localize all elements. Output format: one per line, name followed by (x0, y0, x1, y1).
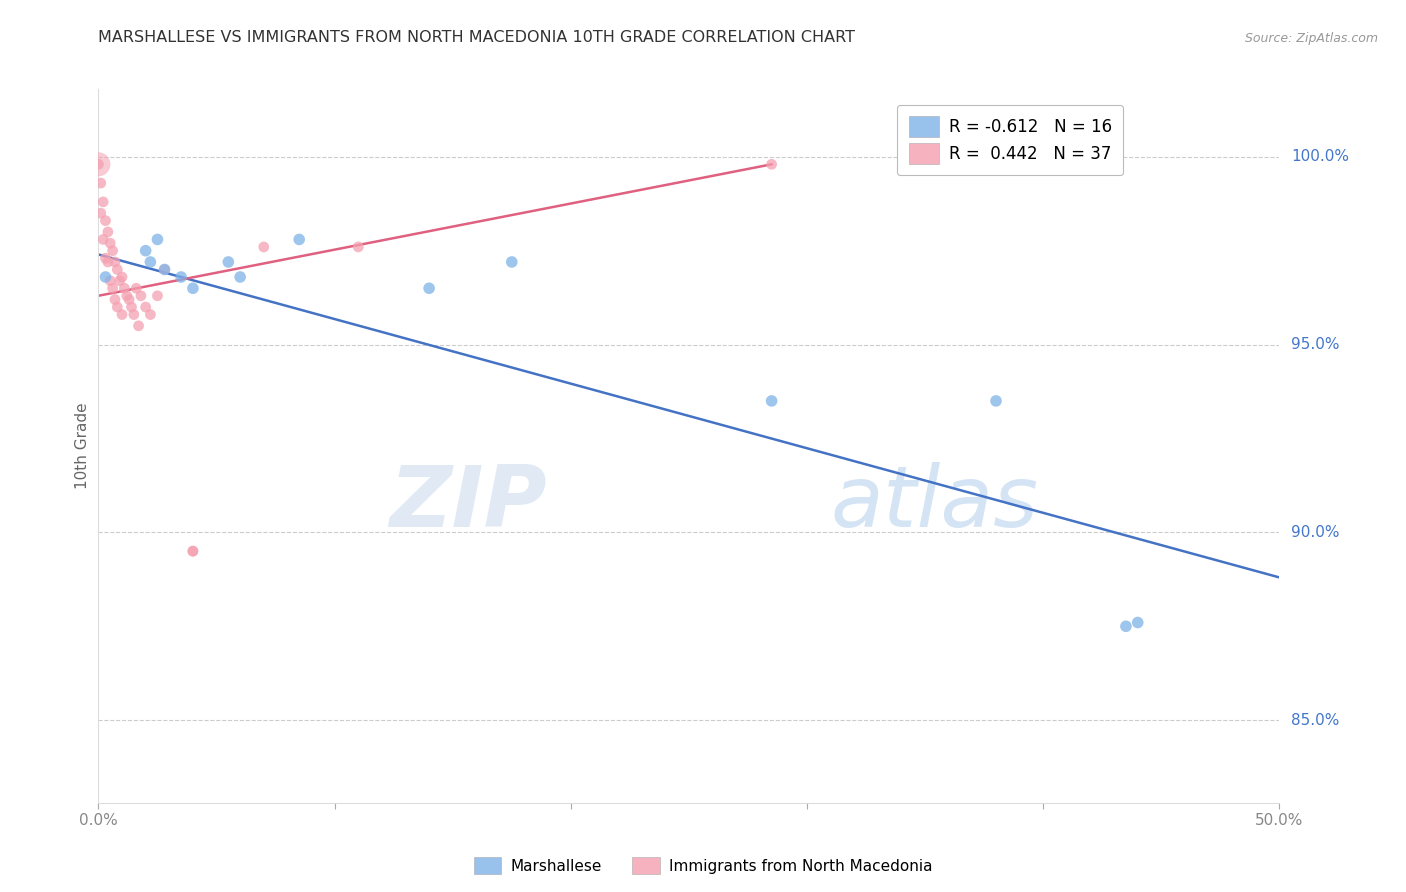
Point (761, 393, 783, 408)
Point (87, 157, 110, 171)
Point (94, 213, 117, 227)
Point (128, 318, 150, 333)
Point (97, 225, 120, 239)
Point (146, 289, 169, 303)
Text: 95.0%: 95.0% (1291, 337, 1340, 352)
Point (98, 274, 121, 288)
Point (984, 393, 1007, 408)
Point (253, 240, 276, 254)
Point (153, 262, 176, 277)
Point (153, 262, 176, 277)
Point (135, 300, 157, 314)
Legend: Marshallese, Immigrants from North Macedonia: Marshallese, Immigrants from North Maced… (468, 851, 938, 880)
Text: ZIP: ZIP (389, 461, 547, 545)
Point (91, 232, 114, 246)
Legend: R = -0.612   N = 16, R =  0.442   N = 37: R = -0.612 N = 16, R = 0.442 N = 37 (897, 104, 1123, 176)
Point (98, 236, 121, 251)
Point (170, 270, 193, 285)
Point (108, 274, 131, 288)
Point (135, 244, 157, 258)
Point (146, 232, 169, 246)
Point (501, 255, 523, 269)
Point (94, 251, 117, 265)
Text: 90.0%: 90.0% (1291, 524, 1340, 540)
Point (347, 240, 370, 254)
Point (122, 308, 145, 322)
Point (101, 244, 124, 258)
Point (97, 255, 120, 269)
Point (1115, 619, 1137, 633)
Point (101, 281, 124, 295)
Text: 100.0%: 100.0% (1291, 149, 1350, 164)
Point (94, 270, 117, 285)
Point (90, 206, 112, 220)
Point (761, 157, 783, 171)
Point (418, 281, 440, 295)
Point (104, 293, 127, 307)
Point (105, 262, 128, 277)
Point (105, 300, 128, 314)
Point (181, 544, 204, 558)
Point (87, 157, 110, 171)
Point (125, 281, 148, 295)
Text: Source: ZipAtlas.com: Source: ZipAtlas.com (1244, 31, 1378, 45)
Point (115, 289, 138, 303)
Text: 85.0%: 85.0% (1291, 713, 1340, 728)
Point (229, 270, 252, 285)
Point (112, 281, 135, 295)
Text: atlas: atlas (831, 461, 1039, 545)
Point (181, 544, 204, 558)
Point (104, 255, 127, 269)
Point (288, 232, 311, 246)
Point (129, 289, 152, 303)
Point (121, 300, 143, 314)
Text: MARSHALLESE VS IMMIGRANTS FROM NORTH MACEDONIA 10TH GRADE CORRELATION CHART: MARSHALLESE VS IMMIGRANTS FROM NORTH MAC… (98, 29, 855, 45)
Point (91, 194, 114, 209)
Y-axis label: 10th Grade: 10th Grade (75, 402, 90, 490)
Point (90, 176, 112, 190)
Point (139, 255, 162, 269)
Point (181, 281, 204, 295)
Point (217, 255, 239, 269)
Point (1126, 615, 1149, 630)
Point (111, 270, 134, 285)
Point (118, 293, 141, 307)
Point (139, 308, 162, 322)
Point (111, 308, 134, 322)
